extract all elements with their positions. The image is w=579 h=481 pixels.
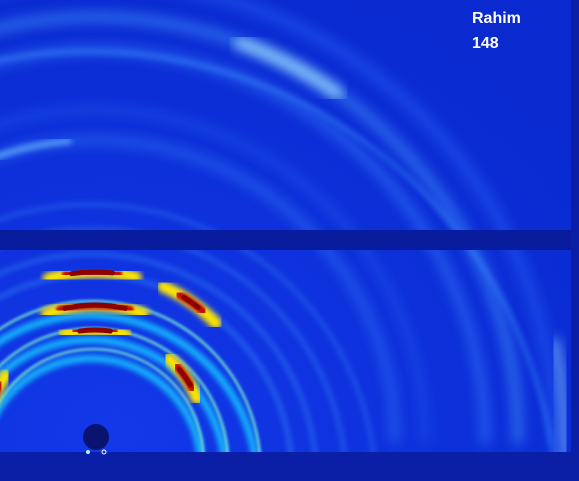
ring: [0, 369, 13, 398]
detector-gap: [0, 230, 579, 250]
ring: [0, 49, 559, 481]
ring: [0, 136, 399, 444]
ring: [0, 354, 205, 472]
ring: [77, 327, 113, 334]
ring: [181, 295, 201, 311]
ring: [176, 366, 193, 388]
label-number: 148: [472, 35, 499, 52]
ring: [69, 269, 116, 277]
ring: [0, 202, 378, 481]
ring: [233, 36, 344, 100]
ring: [0, 347, 205, 461]
ring: [0, 138, 72, 159]
ring: [0, 107, 428, 443]
ring: [0, 252, 319, 481]
ring: [0, 312, 261, 481]
ring: [62, 302, 128, 311]
ring: [0, 336, 229, 479]
beam-stop: [83, 380, 109, 455]
detector-edge-right: [571, 0, 579, 481]
ring: [206, 0, 561, 446]
label-name: Rahim: [472, 10, 521, 27]
detector-edge: [0, 452, 579, 481]
